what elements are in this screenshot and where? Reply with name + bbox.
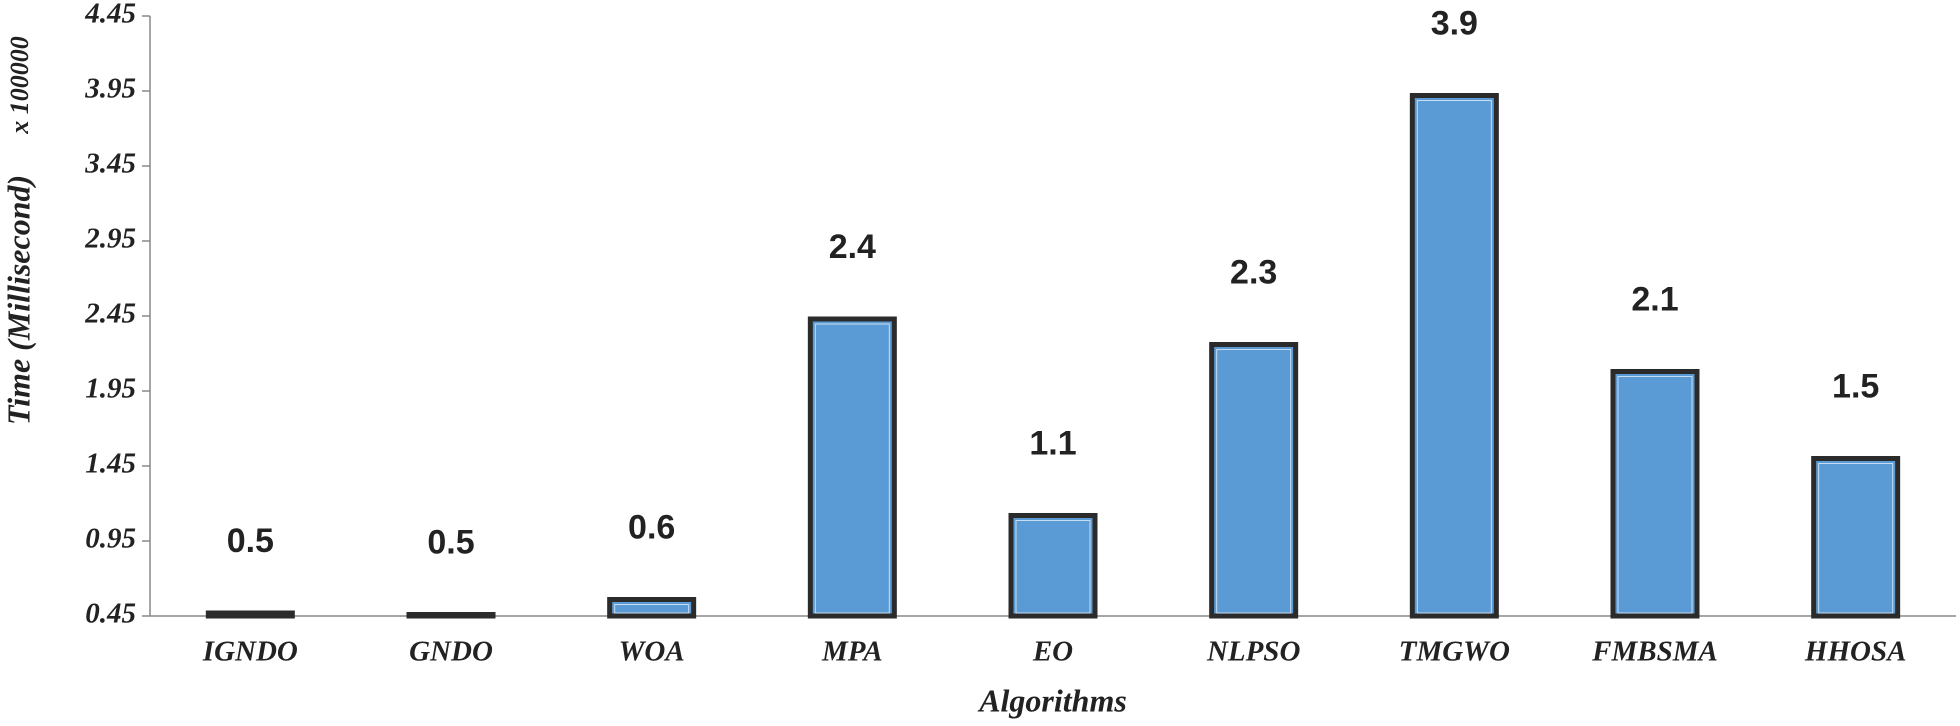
bar: [406, 612, 496, 619]
y-tick-label: 2.95: [84, 223, 136, 255]
bar: [607, 597, 697, 619]
x-tick-label: TMGWO: [1399, 636, 1510, 668]
bar-inner-line: [1818, 463, 1894, 614]
y-tick-label: 3.45: [84, 148, 136, 180]
value-label: 2.1: [1631, 280, 1678, 318]
y-axis-multiplier: x 100000: [5, 36, 34, 135]
value-label: 0.5: [227, 522, 274, 560]
bar: [1610, 369, 1700, 619]
y-tick-label: 1.45: [85, 448, 136, 480]
bar-inner-line: [1617, 376, 1693, 614]
value-label: 0.6: [628, 508, 675, 546]
x-tick-label: IGNDO: [202, 636, 298, 668]
bar-inner-line: [1416, 100, 1492, 614]
x-tick-label: NLPSO: [1206, 636, 1301, 668]
value-label: 2.4: [829, 228, 876, 266]
value-label: 3.9: [1431, 4, 1478, 42]
bar: [1209, 342, 1299, 619]
value-label: 1.1: [1029, 424, 1076, 462]
y-tick-label: 1.95: [85, 373, 136, 405]
bar-inner-line: [1216, 349, 1292, 614]
value-label: 0.5: [427, 523, 474, 561]
x-tick-label: FMBSMA: [1591, 636, 1718, 668]
y-tick-label: 3.95: [84, 73, 136, 105]
x-tick-label: GNDO: [409, 636, 493, 668]
x-axis-title: Algorithms: [977, 682, 1127, 718]
value-label: 2.3: [1230, 253, 1277, 291]
bar-inner-line: [614, 604, 690, 614]
y-tick-label: 4.45: [84, 0, 136, 30]
bar: [205, 610, 295, 619]
y-axis-title: Time (Millisecond): [0, 175, 36, 425]
y-tick-label: 0.95: [85, 523, 136, 555]
x-tick-label: HHOSA: [1804, 636, 1907, 668]
bar: [1811, 456, 1901, 619]
y-tick-label: 0.45: [85, 598, 136, 630]
bar: [1409, 93, 1499, 619]
bar-inner-line: [1015, 520, 1091, 614]
bar: [1008, 513, 1098, 619]
bar-inner-line: [814, 323, 890, 614]
y-tick-label: 2.45: [84, 298, 136, 330]
x-tick-label: EO: [1032, 636, 1073, 668]
bar: [807, 316, 897, 619]
x-tick-label: WOA: [619, 636, 685, 668]
value-label: 1.5: [1832, 367, 1879, 405]
x-tick-label: MPA: [821, 636, 883, 668]
